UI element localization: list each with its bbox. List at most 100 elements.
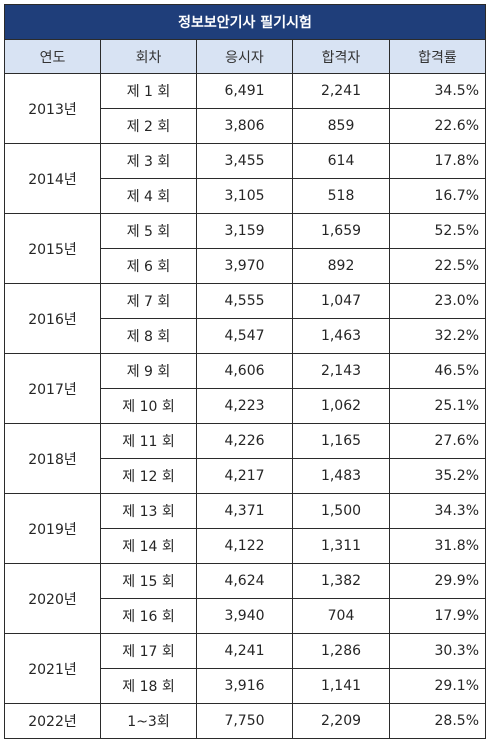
pass-rate-cell: 35.2% xyxy=(389,458,486,494)
applicants-cell: 4,371 xyxy=(196,493,293,529)
table-row: 2017년 제 9 회 4,606 2,143 46.5% xyxy=(4,353,486,424)
applicants-cell: 3,970 xyxy=(196,248,293,284)
table-row: 2021년 제 17 회 4,241 1,286 30.3% xyxy=(4,633,486,704)
year-cell: 2021년 xyxy=(4,633,101,704)
column-header-passed: 합격자 xyxy=(292,39,390,74)
pass-rate-cell: 17.9% xyxy=(389,598,486,634)
pass-rate-cell: 17.8% xyxy=(389,143,486,179)
pass-rate-cell: 16.7% xyxy=(389,178,486,214)
pass-rate-cell: 30.3% xyxy=(389,633,486,669)
applicants-cell: 4,547 xyxy=(196,318,293,354)
round-cell: 1~3회 xyxy=(100,703,197,739)
table-row: 2015년 제 5 회 3,159 1,659 52.5% xyxy=(4,213,486,284)
pass-rate-cell: 29.1% xyxy=(389,668,486,704)
passed-cell: 1,141 xyxy=(292,668,390,704)
applicants-cell: 3,940 xyxy=(196,598,293,634)
passed-cell: 614 xyxy=(292,143,390,179)
pass-rate-cell: 23.0% xyxy=(389,283,486,319)
round-cell: 제 4 회 xyxy=(100,178,197,214)
pass-rate-cell: 27.6% xyxy=(389,423,486,459)
year-cell: 2018년 xyxy=(4,423,101,494)
applicants-cell: 3,916 xyxy=(196,668,293,704)
applicants-cell: 4,624 xyxy=(196,563,293,599)
round-cell: 제 10 회 xyxy=(100,388,197,424)
passed-cell: 2,241 xyxy=(292,73,390,109)
table-row: 2014년 제 3 회 3,455 614 17.8% xyxy=(4,143,486,214)
round-cell: 제 14 회 xyxy=(100,528,197,564)
round-cell: 제 3 회 xyxy=(100,143,197,179)
table-row: 2019년 제 13 회 4,371 1,500 34.3% xyxy=(4,493,486,564)
passed-cell: 704 xyxy=(292,598,390,634)
applicants-cell: 4,122 xyxy=(196,528,293,564)
year-cell: 2019년 xyxy=(4,493,101,564)
applicants-cell: 3,105 xyxy=(196,178,293,214)
pass-rate-cell: 46.5% xyxy=(389,353,486,389)
table-title: 정보보안기사 필기시험 xyxy=(4,4,486,40)
round-cell: 제 7 회 xyxy=(100,283,197,319)
pass-rate-cell: 34.5% xyxy=(389,73,486,109)
passed-cell: 1,047 xyxy=(292,283,390,319)
year-cell: 2014년 xyxy=(4,143,101,214)
pass-rate-cell: 28.5% xyxy=(389,703,486,739)
year-cell: 2013년 xyxy=(4,73,101,144)
table-row: 제 2 회 3,806 859 22.6% xyxy=(5,108,486,144)
table-row: 제 4 회 3,105 518 16.7% xyxy=(5,178,486,214)
table-row: 제 6 회 3,970 892 22.5% xyxy=(5,248,486,284)
column-header-pass-rate: 합격률 xyxy=(389,39,486,74)
passed-cell: 2,209 xyxy=(292,703,390,739)
round-cell: 제 12 회 xyxy=(100,458,197,494)
applicants-cell: 4,226 xyxy=(196,423,293,459)
applicants-cell: 4,217 xyxy=(196,458,293,494)
year-cell: 2020년 xyxy=(4,563,101,634)
pass-rate-cell: 31.8% xyxy=(389,528,486,564)
passed-cell: 1,311 xyxy=(292,528,390,564)
passed-cell: 1,382 xyxy=(292,563,390,599)
applicants-cell: 3,455 xyxy=(196,143,293,179)
passed-cell: 2,143 xyxy=(292,353,390,389)
applicants-cell: 4,606 xyxy=(196,353,293,389)
pass-rate-cell: 32.2% xyxy=(389,318,486,354)
applicants-cell: 4,223 xyxy=(196,388,293,424)
table-row: 2020년 제 15 회 4,624 1,382 29.9% xyxy=(4,563,486,634)
table-row: 제 10 회 4,223 1,062 25.1% xyxy=(5,388,486,424)
pass-rate-cell: 34.3% xyxy=(389,493,486,529)
pass-rate-cell: 25.1% xyxy=(389,388,486,424)
header-row: 연도 회차 응시자 합격자 합격률 xyxy=(4,39,486,74)
passed-cell: 1,463 xyxy=(292,318,390,354)
table-row: 2013년 제 1 회 6,491 2,241 34.5% xyxy=(4,73,486,144)
year-cell: 2016년 xyxy=(4,283,101,354)
year-cell: 2015년 xyxy=(4,213,101,284)
pass-rate-cell: 22.6% xyxy=(389,108,486,144)
title-row: 정보보안기사 필기시험 xyxy=(4,4,486,40)
year-cell: 2017년 xyxy=(4,353,101,424)
passed-cell: 1,286 xyxy=(292,633,390,669)
round-cell: 제 5 회 xyxy=(100,213,197,249)
applicants-cell: 7,750 xyxy=(196,703,293,739)
round-cell: 제 13 회 xyxy=(100,493,197,529)
round-cell: 제 9 회 xyxy=(100,353,197,389)
round-cell: 제 1 회 xyxy=(100,73,197,109)
table-row: 2018년 제 11 회 4,226 1,165 27.6% xyxy=(4,423,486,494)
table-row: 제 12 회 4,217 1,483 35.2% xyxy=(5,458,486,494)
passed-cell: 892 xyxy=(292,248,390,284)
table-body: 2013년 제 1 회 6,491 2,241 34.5% 제 2 회 3,806 859 22… xyxy=(4,73,486,739)
column-header-round: 회차 xyxy=(100,39,197,74)
passed-cell: 1,483 xyxy=(292,458,390,494)
applicants-cell: 3,806 xyxy=(196,108,293,144)
round-cell: 제 16 회 xyxy=(100,598,197,634)
column-header-year: 연도 xyxy=(4,39,101,74)
applicants-cell: 4,241 xyxy=(196,633,293,669)
round-cell: 제 15 회 xyxy=(100,563,197,599)
year-cell: 2022년 xyxy=(4,703,101,739)
applicants-cell: 4,555 xyxy=(196,283,293,319)
table-row: 2022년 1~3회 7,750 2,209 28.5% xyxy=(4,703,486,739)
round-cell: 제 17 회 xyxy=(100,633,197,669)
passed-cell: 1,659 xyxy=(292,213,390,249)
round-cell: 제 18 회 xyxy=(100,668,197,704)
passed-cell: 1,062 xyxy=(292,388,390,424)
applicants-cell: 6,491 xyxy=(196,73,293,109)
passed-cell: 1,165 xyxy=(292,423,390,459)
round-cell: 제 6 회 xyxy=(100,248,197,284)
passed-cell: 859 xyxy=(292,108,390,144)
